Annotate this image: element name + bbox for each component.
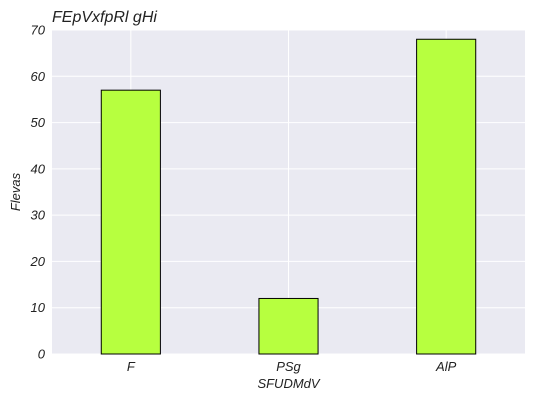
y-tick-label: 0 xyxy=(38,347,46,362)
y-tick-label: 70 xyxy=(31,23,46,38)
y-tick-label: 40 xyxy=(31,161,46,176)
bars xyxy=(100,38,477,355)
y-axis-ticks: 0 10 20 30 40 50 60 70 xyxy=(30,23,46,362)
bar-F xyxy=(100,89,161,355)
y-tick-label: 60 xyxy=(31,69,46,84)
y-tick-label: 10 xyxy=(31,300,46,315)
x-tick-label: F xyxy=(127,359,136,374)
y-axis-label: Flevas xyxy=(8,172,23,211)
chart-title: FEpVxfpRl gHi xyxy=(52,9,157,26)
bar-PSg xyxy=(258,297,319,355)
y-tick-label: 30 xyxy=(31,208,46,223)
x-tick-label: PSg xyxy=(276,359,301,374)
x-axis-ticks: F PSg AlP xyxy=(127,359,457,374)
x-tick-label: AlP xyxy=(435,359,457,374)
x-axis-label: SFUDMdV xyxy=(257,376,320,391)
y-tick-label: 50 xyxy=(31,115,46,130)
y-tick-label: 20 xyxy=(30,254,46,269)
bar-AlP xyxy=(416,38,477,355)
